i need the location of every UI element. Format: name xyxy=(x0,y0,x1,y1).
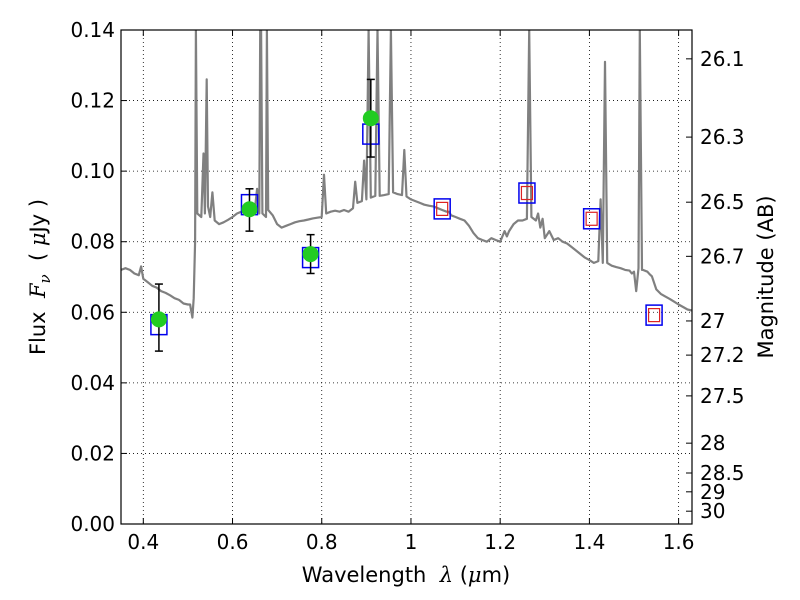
observed-point xyxy=(150,311,167,328)
mag-tick-label: 26.3 xyxy=(700,125,745,149)
x-tick-label: 1 xyxy=(405,530,418,554)
x-tick-label: 0.8 xyxy=(306,530,338,554)
x-axis-label: Wavelength λ (μm) xyxy=(302,563,510,587)
y-tick-label: 0.04 xyxy=(70,371,115,395)
y-tick-label: 0.12 xyxy=(70,89,115,113)
y-tick-label: 0.10 xyxy=(70,159,115,183)
axis-ticks: 0.4 0.6 0.8 1 1.2 1.4 1.6 0.00 0.02 0.04 0.06 0.08 0… xyxy=(70,18,744,554)
model-spectrum-line xyxy=(121,30,692,319)
x-tick-label: 0.4 xyxy=(127,530,159,554)
mag-tick-label: 27 xyxy=(700,309,725,333)
mag-tick-label: 26.7 xyxy=(700,244,745,268)
mag-tick-label: 28.5 xyxy=(700,461,745,485)
y-tick-label: 0.02 xyxy=(70,441,115,465)
plot-frame xyxy=(120,29,693,525)
upper-band-square xyxy=(520,185,534,201)
x-tick-label: 1.4 xyxy=(573,530,605,554)
model-band-square xyxy=(645,304,663,326)
observed-point xyxy=(362,110,379,127)
y-tick-label: 0.08 xyxy=(70,230,115,254)
upper-band-square xyxy=(436,201,449,216)
y-tick-label: 0.14 xyxy=(70,18,115,42)
y-tick-label: 0.00 xyxy=(70,512,115,536)
upper-band-square xyxy=(585,211,598,226)
y2-axis-label: Magnitude (AB) xyxy=(754,195,778,358)
model-band-square xyxy=(582,208,601,230)
mag-tick-label: 27.2 xyxy=(700,343,745,367)
mag-tick-label: 26.1 xyxy=(700,47,745,71)
mag-tick-label: 27.5 xyxy=(700,384,745,408)
mag-tick-label: 28 xyxy=(700,431,725,455)
mag-tick-label: 29 xyxy=(700,480,725,504)
model-band-square xyxy=(433,198,451,220)
x-tick-label: 1.2 xyxy=(484,530,516,554)
mag-tick-label: 26.5 xyxy=(700,190,745,214)
observed-point xyxy=(241,201,258,218)
upper-band-square xyxy=(647,308,661,323)
x-tick-label: 1.6 xyxy=(663,530,695,554)
y-tick-label: 0.06 xyxy=(70,300,115,324)
plot-area xyxy=(121,30,692,352)
x-tick-label: 0.6 xyxy=(217,530,249,554)
model-band-square xyxy=(518,182,536,204)
observed-point xyxy=(302,246,319,263)
mag-tick-label: 30 xyxy=(700,499,725,523)
y-axis-label: Flux Fν ( μJy ) xyxy=(26,199,54,355)
